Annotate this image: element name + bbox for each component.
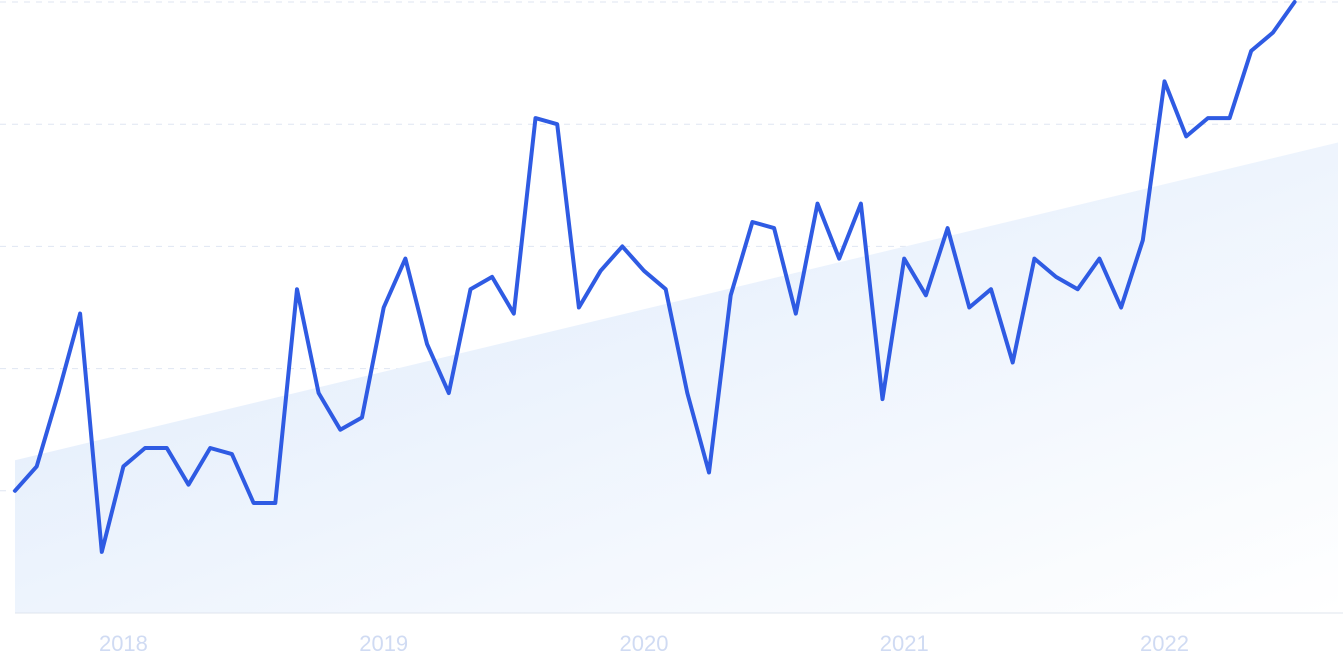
- series-line: [13, 0, 1297, 554]
- x-tick-label: 2022: [1140, 631, 1189, 656]
- trend-area: [15, 142, 1338, 613]
- x-tick-labels: 2018 2019 2020 2021 2022: [99, 631, 1189, 656]
- x-tick-label: 2020: [619, 631, 668, 656]
- x-tick-label: 2021: [880, 631, 929, 656]
- x-tick-label: 2019: [359, 631, 408, 656]
- x-tick-label: 2018: [99, 631, 148, 656]
